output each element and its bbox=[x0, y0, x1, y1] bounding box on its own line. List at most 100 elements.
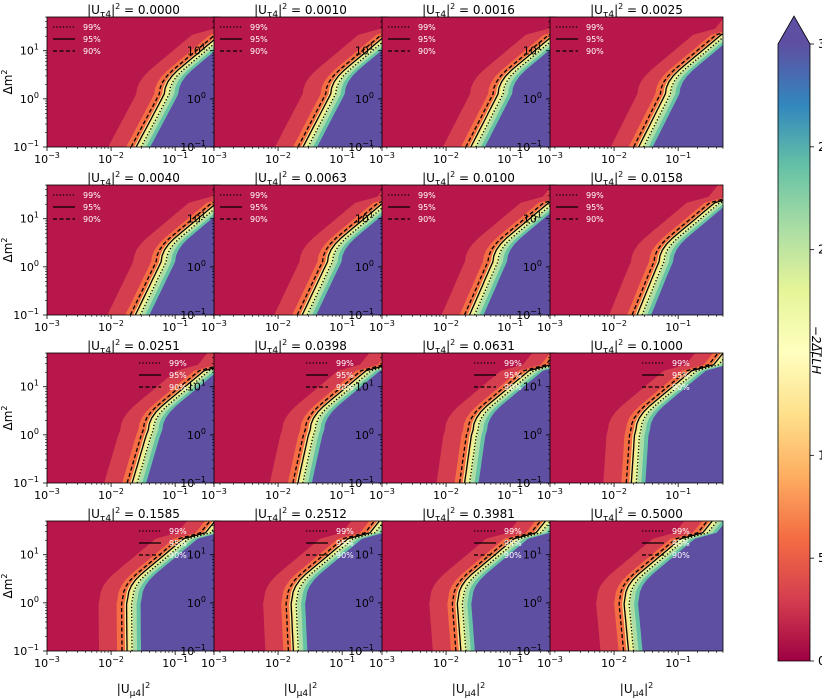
contour-90 bbox=[618, 521, 708, 651]
y-axis-label: Δm2 bbox=[0, 574, 15, 599]
y-tick-label: 100 bbox=[187, 91, 206, 106]
colorbar-tick-label: 15 bbox=[818, 346, 822, 360]
x-tick-label: 10−3 bbox=[369, 487, 395, 502]
legend: 99% 95% 90% bbox=[388, 191, 436, 224]
colorbar-frame bbox=[777, 15, 811, 662]
x-tick-label: 10−2 bbox=[98, 655, 124, 670]
y-tick-label: 10−1 bbox=[348, 475, 374, 490]
legend-label: 90% bbox=[672, 551, 690, 560]
contour-90 bbox=[126, 364, 220, 483]
x-tick-label: 10−1 bbox=[162, 487, 188, 502]
panel-title: |Uτ4|2 = 0.0631 bbox=[422, 338, 515, 356]
contour-99 bbox=[302, 365, 387, 483]
legend-label: 90% bbox=[418, 215, 436, 224]
y-axis-label: Δm2 bbox=[0, 238, 15, 263]
x-tick-label: 10−1 bbox=[497, 655, 523, 670]
llh-band-7 bbox=[550, 353, 696, 483]
y-tick-label: 100 bbox=[523, 427, 542, 442]
legend-label: 90% bbox=[336, 383, 354, 392]
legend-label: 90% bbox=[504, 551, 522, 560]
legend-label: 90% bbox=[250, 215, 268, 224]
contour-90 bbox=[451, 521, 542, 651]
x-tick-label: 10−3 bbox=[537, 487, 563, 502]
legend-label: 99% bbox=[83, 191, 101, 200]
contour-95 bbox=[290, 521, 380, 651]
y-tick-label: 10−1 bbox=[348, 139, 374, 154]
y-tick-label: 100 bbox=[20, 91, 39, 106]
contour-95 bbox=[468, 200, 555, 315]
y-tick-label: 100 bbox=[355, 427, 374, 442]
panel-title: |Uτ4|2 = 0.5000 bbox=[590, 506, 683, 524]
y-tick-label: 101 bbox=[355, 43, 374, 58]
contour-99 bbox=[307, 37, 387, 147]
x-tick-label: 10−3 bbox=[34, 151, 60, 166]
legend-label: 99% bbox=[418, 191, 436, 200]
legend-label: 99% bbox=[250, 191, 268, 200]
colorbar-tick-label: 20 bbox=[818, 243, 822, 257]
y-tick-label: 10−1 bbox=[516, 307, 542, 322]
panel-title: |Uτ4|2 = 0.1000 bbox=[590, 338, 683, 356]
y-axis-label: Δm2 bbox=[0, 70, 15, 95]
x-tick-label: 10−3 bbox=[369, 655, 395, 670]
legend-label: 95% bbox=[418, 203, 436, 212]
llh-band-7 bbox=[550, 17, 723, 147]
x-axis-label: |Uμ4|2 bbox=[620, 681, 653, 699]
llh-band-7 bbox=[550, 521, 685, 651]
legend-label: 95% bbox=[336, 539, 354, 548]
x-tick-label: 10−2 bbox=[265, 655, 291, 670]
x-tick-label: 10−3 bbox=[201, 151, 227, 166]
legend-label: 95% bbox=[586, 203, 604, 212]
x-tick-label: 10−3 bbox=[34, 319, 60, 334]
legend-label: 90% bbox=[672, 383, 690, 392]
y-tick-label: 100 bbox=[523, 91, 542, 106]
axes-frame bbox=[549, 352, 724, 484]
contour-95 bbox=[131, 365, 220, 483]
x-axis-label: |Uμ4|2 bbox=[117, 681, 150, 699]
x-tick-label: 10−3 bbox=[369, 151, 395, 166]
x-tick-label: 10−2 bbox=[601, 655, 627, 670]
contour-99 bbox=[475, 37, 555, 147]
panel-title: |Uτ4|2 = 0.0040 bbox=[87, 170, 180, 188]
legend: 99% 95% 90% bbox=[53, 191, 101, 224]
legend-label: 95% bbox=[169, 539, 187, 548]
x-tick-label: 10−3 bbox=[201, 319, 227, 334]
colorbar-extend-arrow bbox=[778, 16, 810, 44]
legend-label: 99% bbox=[672, 359, 690, 368]
y-tick-label: 10−1 bbox=[13, 643, 39, 658]
y-tick-label: 10−1 bbox=[516, 643, 542, 658]
colorbar: 0 5 10 15 20 25 30 −2ΔLLH bbox=[777, 15, 822, 668]
contour-90 bbox=[130, 32, 220, 147]
y-axis-label: Δm2 bbox=[0, 406, 15, 431]
y-tick-label: 100 bbox=[355, 91, 374, 106]
colorbar-tick-label: 5 bbox=[818, 551, 822, 565]
x-tick-label: 10−3 bbox=[34, 487, 60, 502]
y-tick-label: 101 bbox=[20, 43, 39, 58]
panel-title: |Uτ4|2 = 0.0000 bbox=[87, 2, 180, 20]
x-tick-label: 10−1 bbox=[665, 319, 691, 334]
contour-95 bbox=[623, 521, 713, 651]
legend: 99% 95% 90% bbox=[53, 23, 101, 56]
y-tick-label: 101 bbox=[20, 211, 39, 226]
contour-99 bbox=[136, 367, 220, 483]
legend-label: 95% bbox=[672, 539, 690, 548]
panel-title: |Uτ4|2 = 0.2512 bbox=[254, 506, 347, 524]
panel-title: |Uτ4|2 = 0.3981 bbox=[422, 506, 515, 524]
contour-99 bbox=[643, 36, 723, 147]
x-tick-label: 10−2 bbox=[98, 151, 124, 166]
llh-band-7 bbox=[47, 185, 220, 315]
legend-label: 99% bbox=[336, 359, 354, 368]
x-tick-label: 10−1 bbox=[162, 319, 188, 334]
legend-label: 90% bbox=[586, 215, 604, 224]
axes-frame bbox=[549, 184, 724, 316]
x-tick-label: 10−2 bbox=[601, 487, 627, 502]
y-tick-label: 10−1 bbox=[516, 475, 542, 490]
y-tick-label: 10−1 bbox=[180, 475, 206, 490]
x-tick-label: 10−3 bbox=[201, 487, 227, 502]
